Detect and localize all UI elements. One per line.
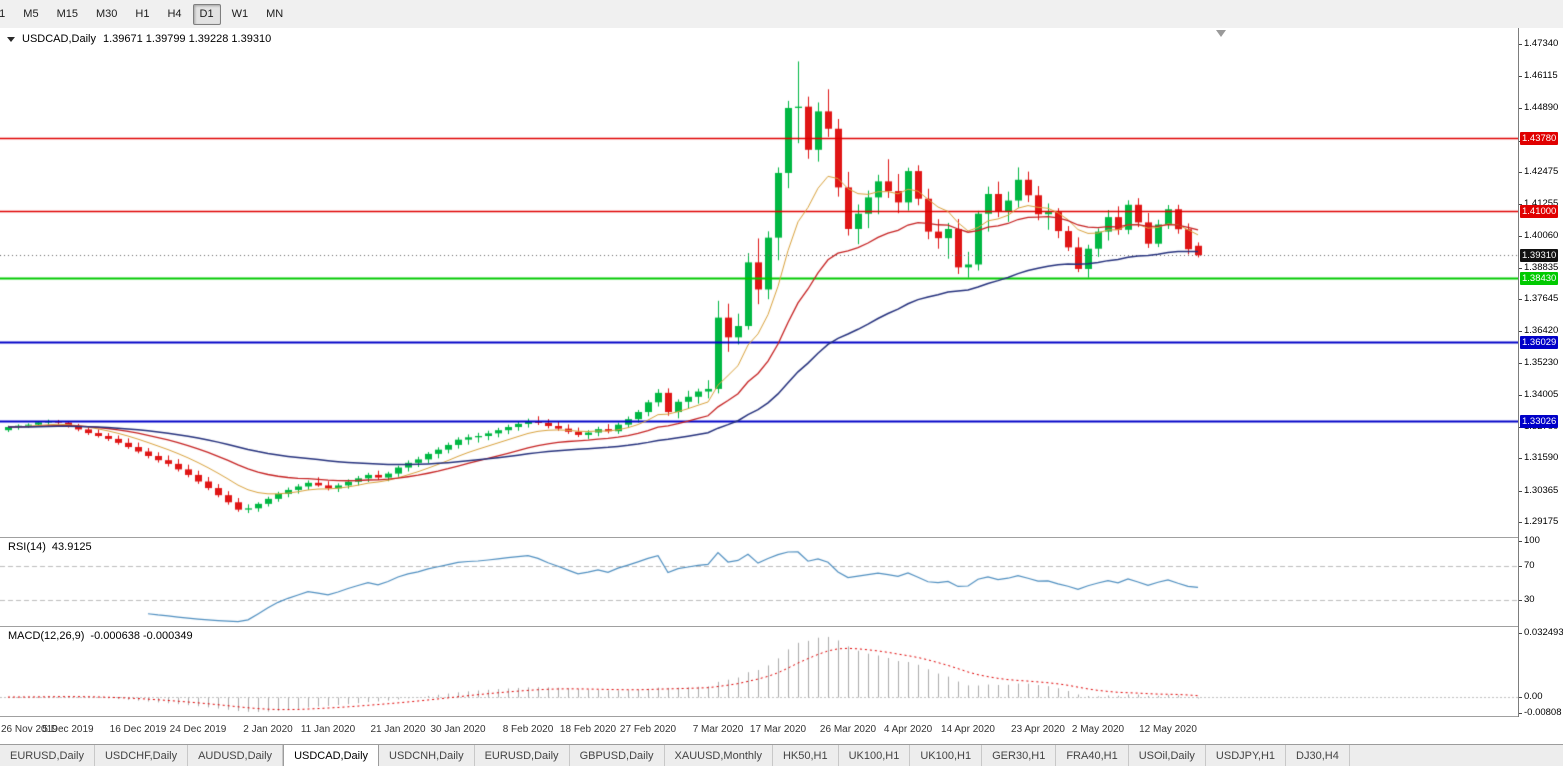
tab-fra40-h1[interactable]: FRA40,H1	[1056, 745, 1129, 766]
price-tick: 1.38835	[1518, 261, 1559, 273]
hline-price-label: 1.43780	[1520, 131, 1559, 145]
macd-name: MACD(12,26,9)	[8, 630, 85, 642]
tab-dj30-h4[interactable]: DJ30,H4	[1286, 745, 1350, 766]
timeframe-m5[interactable]: M5	[23, 8, 39, 20]
date-label: 11 Jan 2020	[300, 724, 356, 735]
price-axis: 1.473401.461151.448901.436651.424751.412…	[1518, 28, 1563, 718]
hline-price-label: 1.33026	[1520, 414, 1559, 428]
price-tick: 1.36420	[1518, 325, 1559, 337]
date-label: 8 Feb 2020	[502, 724, 554, 735]
date-label: 21 Jan 2020	[370, 724, 426, 735]
price-tick: 1.46115	[1519, 70, 1558, 82]
tab-usdcad-daily[interactable]: USDCAD,Daily	[283, 745, 380, 766]
date-label: 26 Mar 2020	[819, 724, 877, 735]
hline-price-label: 1.36029	[1520, 335, 1559, 349]
date-label: 24 Dec 2019	[169, 724, 227, 735]
price-tick: 1.37645	[1518, 293, 1559, 305]
timeframe-h4[interactable]: H4	[167, 8, 182, 20]
date-label: 23 Apr 2020	[1011, 724, 1065, 735]
rsi-indicator-label: RSI(14) 43.9125	[8, 541, 92, 553]
price-tick: 1.42475	[1518, 166, 1559, 178]
price-tick: 1.40060	[1518, 229, 1559, 241]
hline-price-label: 1.38430	[1520, 272, 1559, 286]
macd-tick: 0.00	[1519, 691, 1543, 703]
tab-usdchf-daily[interactable]: USDCHF,Daily	[94, 745, 189, 766]
tab-usdcnh-daily[interactable]: USDCNH,Daily	[379, 745, 475, 766]
date-label: 7 Mar 2020	[692, 724, 744, 735]
tab-uk100-h1[interactable]: UK100,H1	[910, 745, 983, 766]
timeframe-d1[interactable]: D1	[192, 3, 221, 25]
price-tick: 1.29175	[1518, 515, 1559, 527]
chart-window: USDCAD,Daily 1.39671 1.39799 1.39228 1.3…	[0, 28, 1563, 744]
price-chart-canvas[interactable]	[0, 28, 1518, 537]
chart-symbol-label: USDCAD,Daily	[22, 33, 96, 45]
date-label: 14 Apr 2020	[941, 724, 995, 735]
price-tick: 1.31590	[1518, 452, 1559, 464]
tab-gbpusd-daily[interactable]: GBPUSD,Daily	[569, 745, 665, 766]
timeframe-m1[interactable]: M1	[0, 4, 12, 25]
rsi-tick: 70	[1519, 560, 1535, 571]
macd-tick: -0.00808	[1519, 707, 1562, 718]
rsi-tick: 100	[1519, 534, 1540, 546]
chart-title: USDCAD,Daily 1.39671 1.39799 1.39228 1.3…	[7, 33, 271, 45]
tab-hk50-h1[interactable]: HK50,H1	[772, 745, 839, 766]
macd-values: -0.000638 -0.000349	[90, 630, 193, 642]
symbol-dropdown-icon[interactable]	[7, 36, 15, 42]
date-label: 30 Jan 2020	[430, 724, 486, 735]
date-label: 5 Dec 2019	[42, 724, 94, 735]
date-label: 26 Nov 2019	[1, 724, 58, 735]
macd-indicator-canvas[interactable]	[0, 627, 1518, 716]
date-label: 16 Dec 2019	[109, 724, 167, 735]
date-label: 2 May 2020	[1071, 724, 1125, 735]
timeframe-toolbar: M1 M5 M15 M30 H1 H4 D1 W1 MN	[0, 0, 1563, 29]
tab-xauusd-monthly[interactable]: XAUUSD,Monthly	[664, 745, 773, 766]
tab-eurusd-daily[interactable]: EURUSD,Daily	[474, 745, 570, 766]
date-label: 17 Mar 2020	[749, 724, 807, 735]
current-price-label: 1.39310	[1520, 249, 1559, 263]
macd-indicator-label: MACD(12,26,9) -0.000638 -0.000349	[8, 630, 193, 642]
chart-ohlc-values: 1.39671 1.39799 1.39228 1.39310	[102, 33, 272, 45]
tab-eurusd-daily[interactable]: EURUSD,Daily	[0, 745, 95, 766]
pane-separator[interactable]	[0, 716, 1563, 717]
time-axis: 26 Nov 2019 5 Dec 2019 16 Dec 2019 24 Dec 2…	[0, 717, 1518, 744]
price-tick: 1.47340	[1518, 38, 1559, 50]
tab-usdjpy-h1[interactable]: USDJPY,H1	[1205, 745, 1287, 766]
timeframe-m15[interactable]: M15	[56, 8, 78, 20]
rsi-tick: 30	[1519, 594, 1535, 605]
timeframe-m30[interactable]: M30	[95, 8, 118, 20]
tab-audusd-daily[interactable]: AUDUSD,Daily	[188, 745, 284, 766]
tab-uk100-h1[interactable]: UK100,H1	[838, 745, 911, 766]
rsi-name: RSI(14)	[8, 541, 46, 553]
chart-shift-marker[interactable]	[1216, 30, 1226, 37]
pane-separator[interactable]	[0, 537, 1563, 538]
timeframe-w1[interactable]: W1	[231, 8, 249, 20]
tab-usoil-daily[interactable]: USOil,Daily	[1128, 745, 1206, 766]
timeframe-mn[interactable]: MN	[266, 8, 284, 20]
price-tick: 1.34005	[1518, 388, 1559, 400]
price-tick: 1.30365	[1518, 484, 1559, 496]
chart-tab-bar: EURUSD,Daily USDCHF,Daily AUDUSD,Daily USDC…	[0, 744, 1563, 766]
price-tick: 1.35230	[1518, 356, 1559, 368]
price-tick: 1.44890	[1518, 102, 1559, 114]
date-label: 12 May 2020	[1139, 724, 1197, 735]
rsi-value: 43.9125	[51, 541, 92, 553]
macd-tick: 0.032493	[1519, 627, 1563, 638]
rsi-indicator-canvas[interactable]	[0, 538, 1518, 626]
pane-separator[interactable]	[0, 626, 1563, 627]
date-label: 2 Jan 2020	[243, 724, 293, 735]
timeframe-h1[interactable]: H1	[135, 8, 150, 20]
date-label: 18 Feb 2020	[559, 724, 617, 735]
date-label: 27 Feb 2020	[619, 724, 677, 735]
tab-ger30-h1[interactable]: GER30,H1	[982, 745, 1057, 766]
date-label: 4 Apr 2020	[883, 724, 933, 735]
hline-price-label: 1.41000	[1520, 204, 1559, 218]
price-tick: 1.41255	[1518, 198, 1559, 210]
